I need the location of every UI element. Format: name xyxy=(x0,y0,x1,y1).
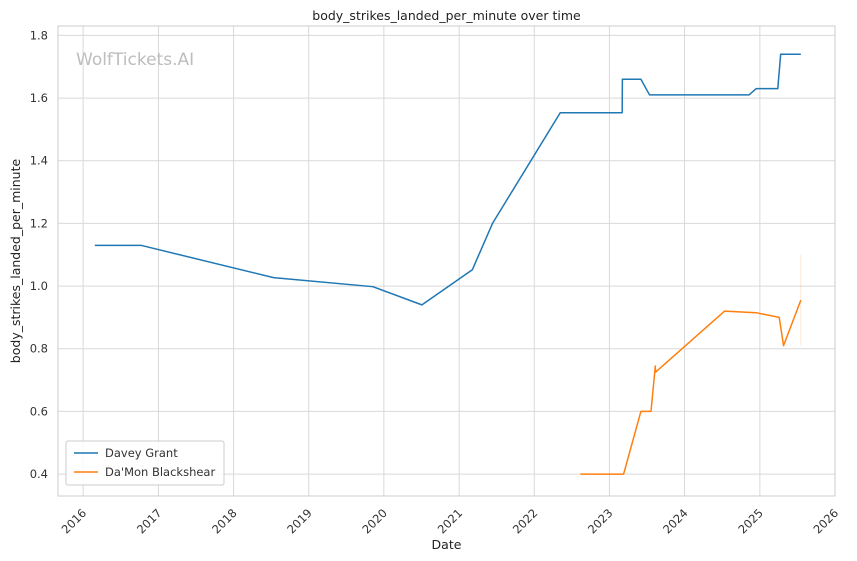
y-tick-label: 1.0 xyxy=(30,279,48,293)
legend-box xyxy=(65,440,225,486)
legend-label-damon-blackshear: Da'Mon Blackshear xyxy=(105,465,215,479)
y-tick-label: 1.4 xyxy=(30,154,48,168)
y-tick-label: 1.8 xyxy=(30,28,48,42)
plot-frame xyxy=(57,25,836,497)
chart-title: body_strikes_landed_per_minute over time xyxy=(312,8,581,23)
legend-label-davey-grant: Davey Grant xyxy=(105,446,178,460)
watermark: WolfTickets.AI xyxy=(76,50,194,70)
legend: Davey Grant Da'Mon Blackshear xyxy=(65,440,225,486)
series-layer xyxy=(94,53,802,475)
y-tick-label: 0.4 xyxy=(30,467,48,481)
y-tick-label: 0.6 xyxy=(30,404,48,418)
y-tick-label: 1.6 xyxy=(30,91,48,105)
y-tick-label: 1.2 xyxy=(30,216,48,230)
y-axis-title: body_strikes_landed_per_minute xyxy=(8,158,23,363)
x-axis-title: Date xyxy=(432,537,462,552)
y-tick-label: 0.8 xyxy=(30,342,48,356)
